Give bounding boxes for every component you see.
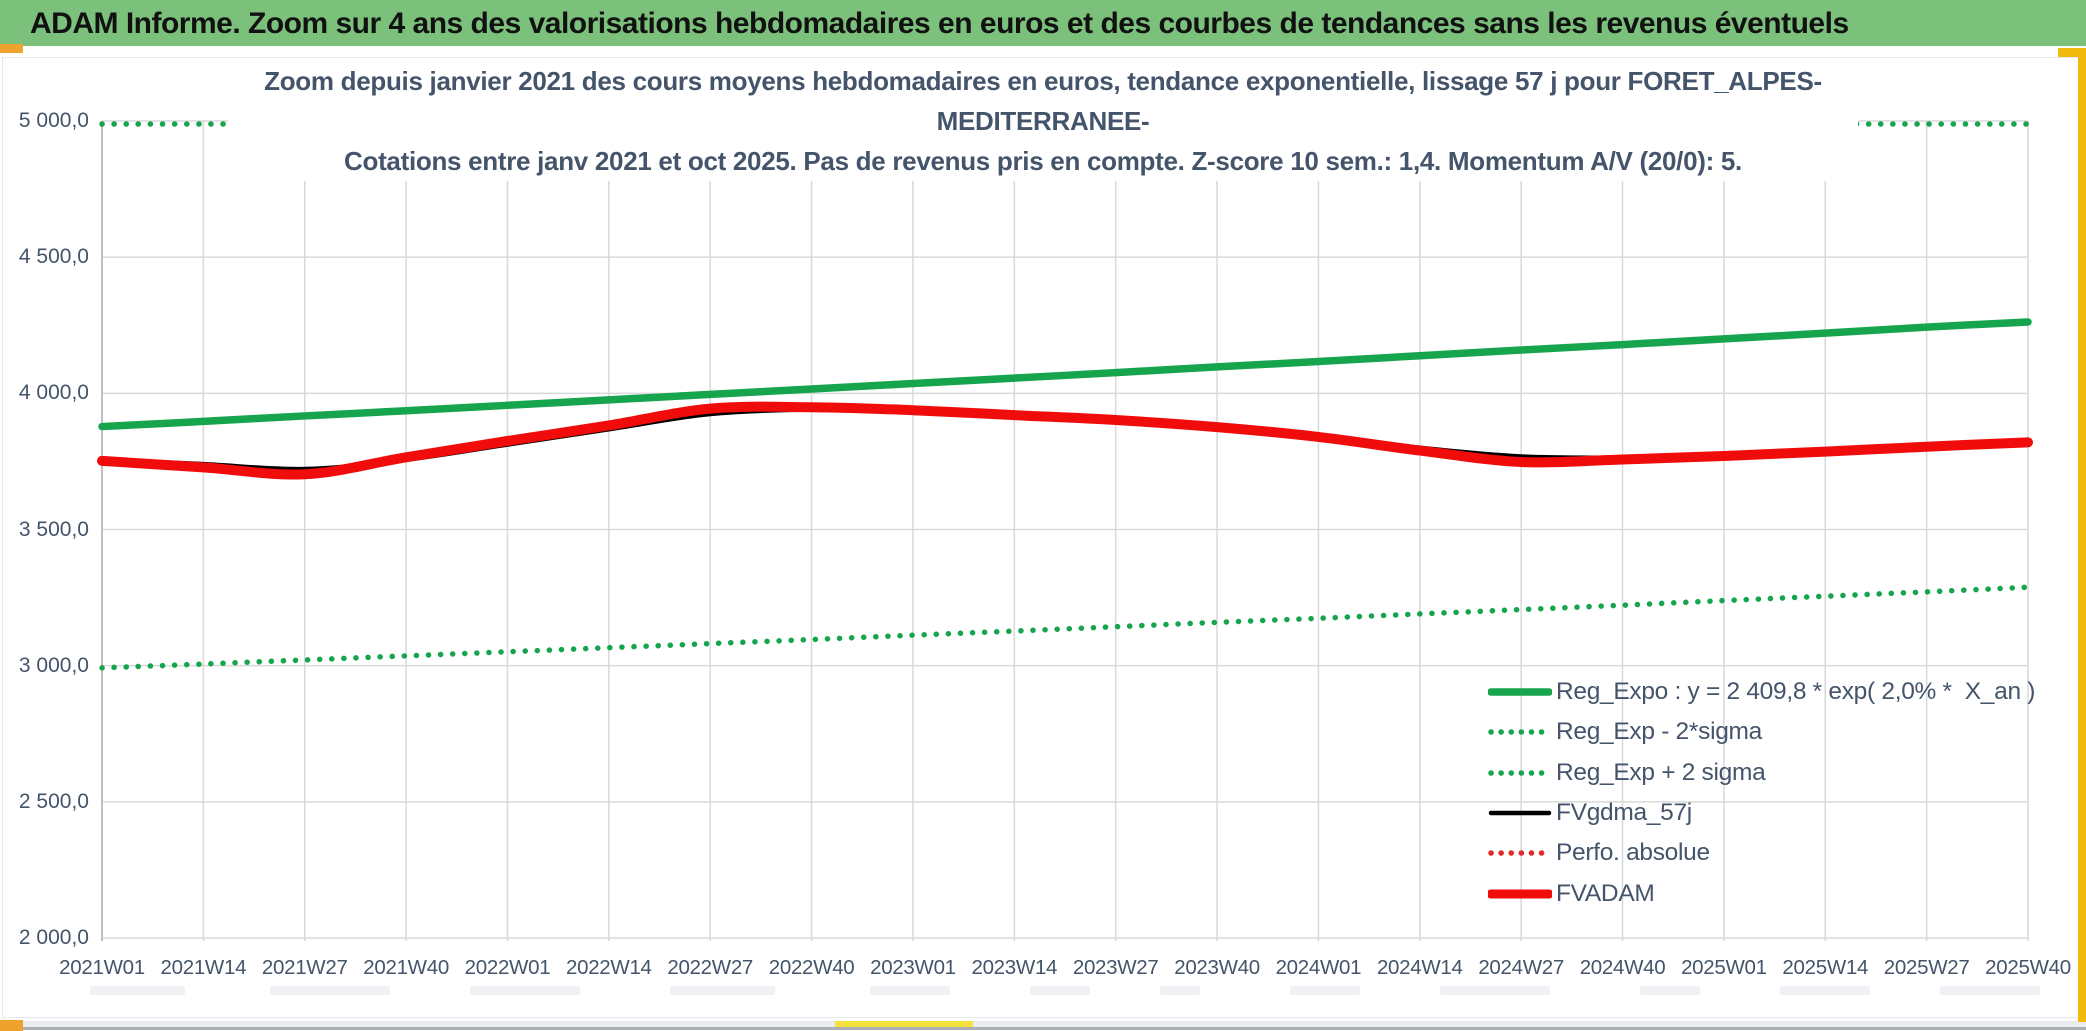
legend-swatch-line-icon [1488,889,1552,899]
x-tick-label: 2025W40 [1985,956,2071,979]
legend-item[interactable]: Reg_Exp - 2*sigma [1488,712,2035,752]
accent-mark-top-left [0,44,23,53]
status-bar-line [0,1027,2086,1030]
legend-swatch-dotted-icon [1488,769,1552,776]
status-bar [0,1021,2086,1027]
accent-mark-top-right [2058,48,2086,57]
legend-label: FVgdma_57j [1556,799,1692,827]
faded-cell [270,986,390,995]
y-tick-label: 4 000,0 [18,381,89,405]
x-tick-label: 2023W27 [1072,956,1159,979]
legend-swatch-dotted-icon [1488,729,1552,736]
x-tick-label: 2022W01 [464,956,551,979]
header-title: ADAM Informe. Zoom sur 4 ans des valoris… [30,7,1849,40]
series-fvadam[interactable] [97,401,2033,480]
x-tick-label: 2024W27 [1478,956,1564,979]
faded-cell [670,986,775,995]
y-tick-label: 5 000,0 [18,109,89,132]
y-tick-label: 4 500,0 [18,245,89,269]
x-tick-label: 2021W27 [261,956,348,979]
accent-mark-bottom [835,1021,973,1027]
accent-right-border [2078,50,2086,1022]
x-tick-label: 2021W01 [59,956,145,979]
x-tick-label: 2025W14 [1782,956,1869,979]
legend-label: Reg_Exp - 2*sigma [1556,718,1762,746]
faded-cell-row [80,986,2040,996]
faded-cell [1940,986,2040,995]
chart-title-line2: Cotations entre janv 2021 et oct 2025. P… [344,146,1742,176]
faded-cell [1030,986,1090,995]
y-tick-label: 3 500,0 [18,517,89,541]
series-reg-exp-2-sigma[interactable] [99,584,2031,671]
x-tick-label: 2023W40 [1174,956,1260,979]
chart-object[interactable] [2,57,2084,1018]
series-reg-expo-y-2-409-8-exp-2-0-x-an-[interactable] [98,318,2032,431]
legend-label: Reg_Exp + 2 sigma [1556,758,1766,786]
legend-swatch-dotted-icon [1488,850,1552,857]
x-tick-label: 2024W01 [1275,956,1362,979]
legend-item[interactable]: FVgdma_57j [1488,793,2035,833]
faded-cell [90,986,185,995]
header-bar: ADAM Informe. Zoom sur 4 ans des valoris… [0,0,2086,46]
legend-swatch-line-icon [1488,688,1552,696]
x-tick-label: 2025W01 [1681,956,1767,979]
faded-cell [1160,986,1200,995]
x-tick-label: 2021W14 [160,956,247,979]
x-tick-label: 2023W01 [870,956,956,979]
y-tick-label: 2 000,0 [18,926,89,949]
accent-mark-bottom-left [0,1020,23,1031]
legend-item[interactable]: Perfo. absolue [1488,833,2035,873]
x-tick-label: 2022W27 [667,956,754,979]
x-tick-label: 2021W40 [363,956,449,979]
chart-legend[interactable]: Reg_Expo : y = 2 409,8 * exp( 2,0% * X_a… [1488,672,2035,914]
x-tick-label: 2024W14 [1376,956,1463,979]
faded-cell [470,986,580,995]
faded-cell [1780,986,1870,995]
chart-title-line1: Zoom depuis janvier 2021 des cours moyen… [264,66,1822,136]
legend-label: Perfo. absolue [1556,839,1710,867]
x-tick-label: 2024W40 [1579,956,1666,979]
faded-cell [870,986,950,995]
y-tick-label: 3 000,0 [18,653,89,677]
legend-item[interactable]: FVADAM [1488,873,2035,913]
legend-item[interactable]: Reg_Expo : y = 2 409,8 * exp( 2,0% * X_a… [1488,672,2035,712]
legend-item[interactable]: Reg_Exp + 2 sigma [1488,753,2035,793]
x-tick-label: 2023W14 [971,956,1058,979]
faded-cell [1640,986,1700,995]
legend-label: Reg_Expo : y = 2 409,8 * exp( 2,0% * X_a… [1556,678,2036,706]
chart-title: Zoom depuis janvier 2021 des cours moyen… [228,61,1858,181]
x-tick-label: 2025W27 [1883,956,1970,979]
legend-swatch-line-icon [1488,810,1552,816]
y-tick-label: 2 500,0 [18,789,89,813]
faded-cell [1290,986,1360,995]
x-tick-label: 2022W14 [566,956,652,979]
x-tick-label: 2022W40 [768,956,855,979]
legend-label: FVADAM [1556,879,1655,907]
faded-cell [1440,986,1550,995]
